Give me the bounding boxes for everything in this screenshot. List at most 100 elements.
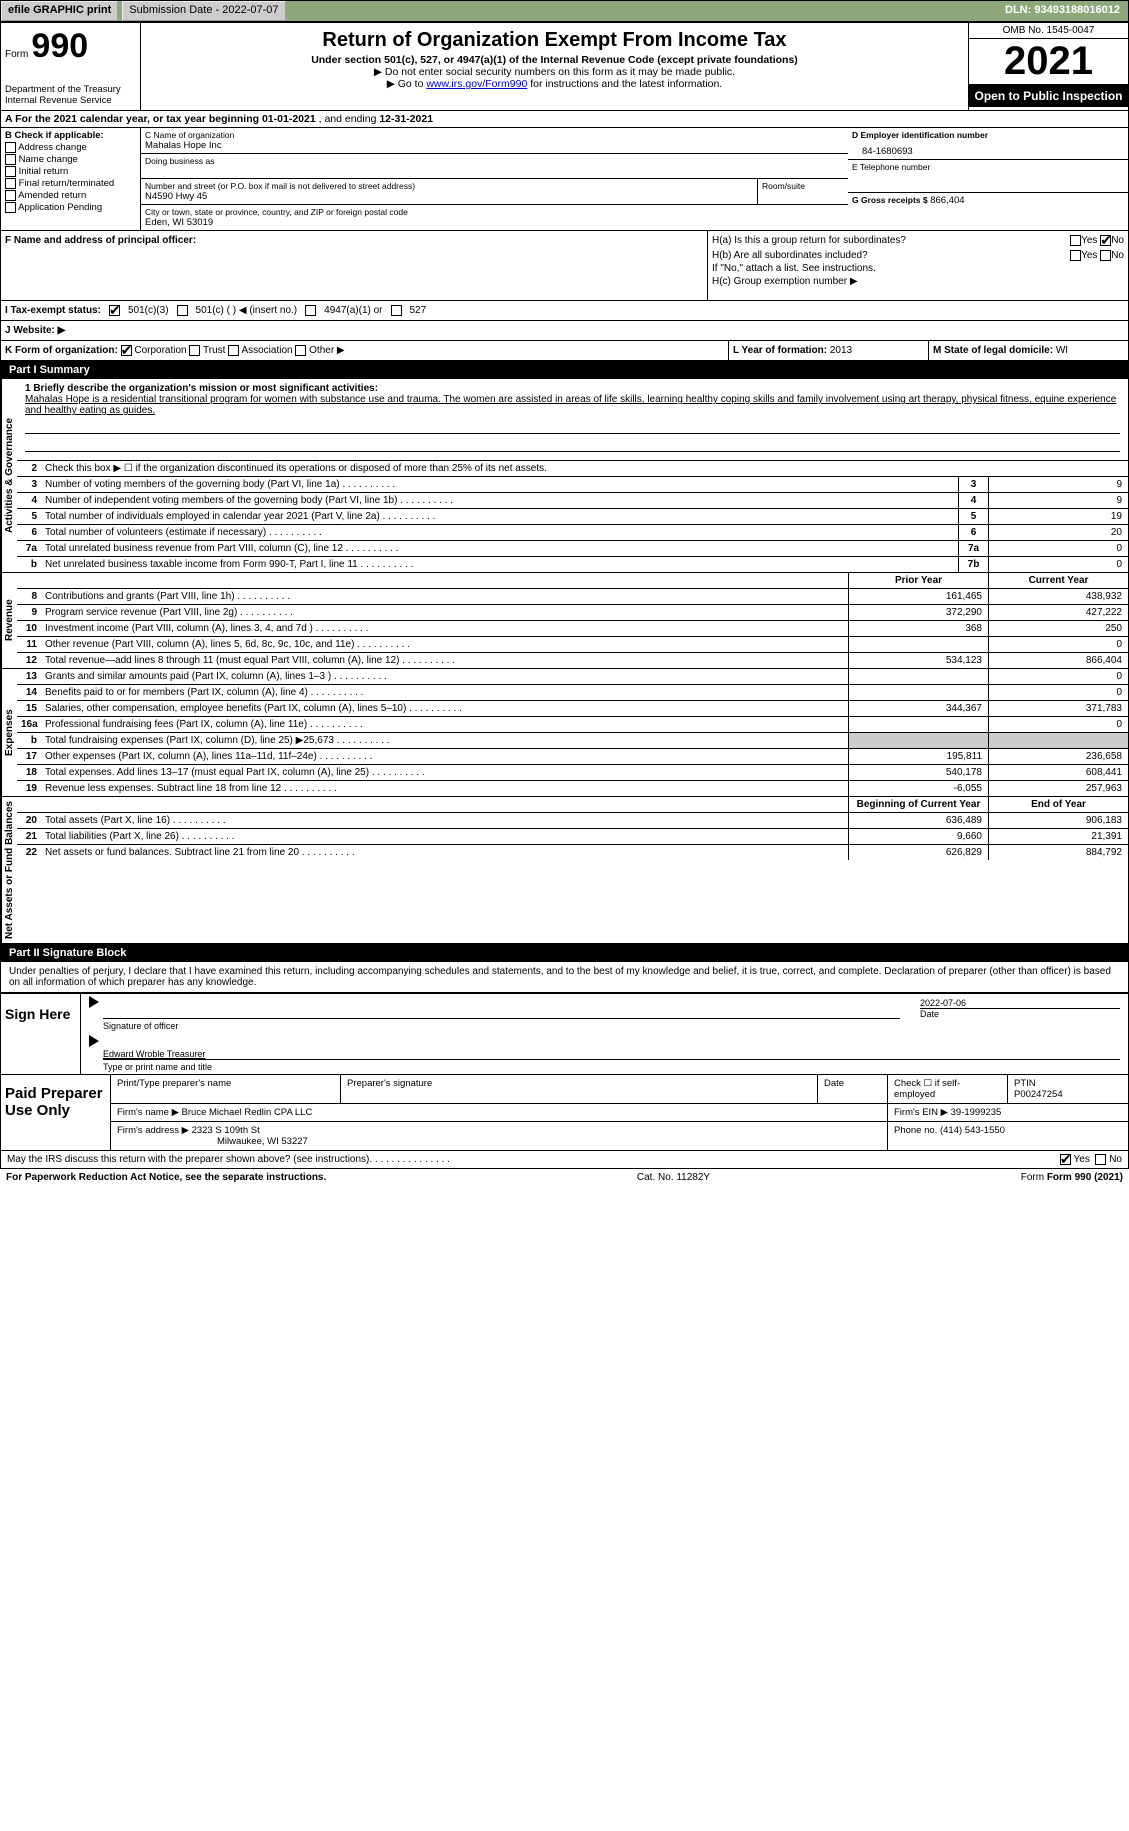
- sidebar-revenue: Revenue: [1, 573, 17, 668]
- gross-receipts: 866,404: [930, 195, 964, 206]
- penalties-text: Under penalties of perjury, I declare th…: [0, 962, 1129, 993]
- section-i: I Tax-exempt status: 501(c)(3) 501(c) ( …: [0, 301, 1129, 321]
- section-j: J Website: ▶: [0, 321, 1129, 341]
- summary-row: 5Total number of individuals employed in…: [17, 509, 1128, 525]
- summary-row: 13Grants and similar amounts paid (Part …: [17, 669, 1128, 685]
- signature-block: Sign Here 2022-07-06 Date Signature of o…: [0, 993, 1129, 1075]
- cb-501c3[interactable]: [109, 305, 120, 316]
- prep-sig-label: Preparer's signature: [341, 1075, 818, 1103]
- summary-row: 4Number of independent voting members of…: [17, 493, 1128, 509]
- cb-name-change[interactable]: [5, 154, 16, 165]
- summary-row: 18Total expenses. Add lines 13–17 (must …: [17, 765, 1128, 781]
- summary-row: 3Number of voting members of the governi…: [17, 477, 1128, 493]
- firm-phone: (414) 543-1550: [940, 1125, 1005, 1136]
- k-label: K Form of organization:: [5, 345, 118, 356]
- hb-yes[interactable]: [1070, 250, 1081, 261]
- cb-assoc[interactable]: [228, 345, 239, 356]
- i-label: I Tax-exempt status:: [5, 305, 101, 316]
- col-begin-year: Beginning of Current Year: [848, 797, 988, 812]
- q2-label: Check this box ▶ ☐ if the organization d…: [41, 461, 1128, 476]
- hb-note: If "No," attach a list. See instructions…: [712, 263, 1124, 274]
- room-label: Room/suite: [762, 181, 844, 191]
- part-ii-header: Part II Signature Block: [0, 944, 1129, 962]
- period-row: A For the 2021 calendar year, or tax yea…: [0, 111, 1129, 128]
- cb-527[interactable]: [391, 305, 402, 316]
- cb-corp[interactable]: [121, 345, 132, 356]
- summary-row: 14Benefits paid to or for members (Part …: [17, 685, 1128, 701]
- efile-print-button[interactable]: efile GRAPHIC print: [1, 1, 118, 21]
- tax-year: 2021: [969, 39, 1128, 85]
- cb-trust[interactable]: [189, 345, 200, 356]
- summary-row: 21Total liabilities (Part X, line 26)9,6…: [17, 829, 1128, 845]
- summary-row: 7aTotal unrelated business revenue from …: [17, 541, 1128, 557]
- officer-signature-field[interactable]: [103, 996, 900, 1019]
- summary-row: 22Net assets or fund balances. Subtract …: [17, 845, 1128, 860]
- ptin: P00247254: [1014, 1089, 1063, 1100]
- b-label: B Check if applicable:: [5, 130, 136, 141]
- summary-row: bTotal fundraising expenses (Part IX, co…: [17, 733, 1128, 749]
- discuss-yes[interactable]: [1060, 1154, 1071, 1165]
- cb-initial-return[interactable]: [5, 166, 16, 177]
- officer-name: Edward Wroble Treasurer: [103, 1049, 205, 1059]
- irs: Internal Revenue Service: [5, 95, 136, 106]
- discuss-no[interactable]: [1095, 1154, 1106, 1165]
- hc-label: H(c) Group exemption number ▶: [712, 276, 1124, 287]
- paid-preparer-block: Paid Preparer Use Only Print/Type prepar…: [0, 1075, 1129, 1151]
- summary-row: 16aProfessional fundraising fees (Part I…: [17, 717, 1128, 733]
- summary-revenue: Revenue Prior Year Current Year 8Contrib…: [0, 573, 1129, 669]
- col-current-year: Current Year: [988, 573, 1128, 588]
- dba-label: Doing business as: [145, 156, 844, 166]
- summary-row: 15Salaries, other compensation, employee…: [17, 701, 1128, 717]
- firm-address: 2323 S 109th St: [192, 1125, 260, 1136]
- form-number: 990: [31, 27, 88, 65]
- subtitle-1: Under section 501(c), 527, or 4947(a)(1)…: [145, 54, 964, 66]
- part-i-header: Part I Summary: [0, 361, 1129, 379]
- omb-number: OMB No. 1545-0047: [969, 23, 1128, 39]
- q1-label: 1 Briefly describe the organization's mi…: [25, 383, 378, 394]
- summary-row: 8Contributions and grants (Part VIII, li…: [17, 589, 1128, 605]
- cb-app-pending[interactable]: [5, 202, 16, 213]
- cb-amended[interactable]: [5, 190, 16, 201]
- ha-yes[interactable]: [1070, 235, 1081, 246]
- arrow-icon: [89, 1035, 99, 1047]
- sidebar-netassets: Net Assets or Fund Balances: [1, 797, 17, 943]
- summary-netassets: Net Assets or Fund Balances Beginning of…: [0, 797, 1129, 944]
- irs-link[interactable]: www.irs.gov/Form990: [426, 78, 527, 90]
- ein: 84-1680693: [852, 140, 1124, 157]
- org-city: Eden, WI 53019: [145, 217, 844, 228]
- summary-row: 20Total assets (Part X, line 16)636,4899…: [17, 813, 1128, 829]
- addr-label: Number and street (or P.O. box if mail i…: [145, 181, 753, 191]
- pra-notice: For Paperwork Reduction Act Notice, see …: [6, 1172, 326, 1183]
- sign-here-label: Sign Here: [1, 994, 81, 1074]
- cb-4947[interactable]: [305, 305, 316, 316]
- section-klm: K Form of organization: Corporation Trus…: [0, 341, 1129, 361]
- form-header: Form 990 Department of the Treasury Inte…: [0, 22, 1129, 111]
- cat-no: Cat. No. 11282Y: [637, 1172, 710, 1183]
- l-label: L Year of formation:: [733, 345, 827, 356]
- cb-501c[interactable]: [177, 305, 188, 316]
- summary-governance: Activities & Governance 1 Briefly descri…: [0, 379, 1129, 573]
- discuss-row: May the IRS discuss this return with the…: [0, 1151, 1129, 1169]
- m-label: M State of legal domicile:: [933, 345, 1053, 356]
- prep-name-label: Print/Type preparer's name: [111, 1075, 341, 1103]
- hb-label: H(b) Are all subordinates included?: [712, 250, 868, 261]
- cb-final-return[interactable]: [5, 178, 16, 189]
- footer: For Paperwork Reduction Act Notice, see …: [0, 1169, 1129, 1186]
- e-label: E Telephone number: [852, 162, 1124, 172]
- section-fh: F Name and address of principal officer:…: [0, 231, 1129, 301]
- top-bar: efile GRAPHIC print Submission Date - 20…: [0, 0, 1129, 22]
- d-label: D Employer identification number: [852, 130, 1124, 140]
- j-label: J Website: ▶: [5, 325, 65, 336]
- c-name-label: C Name of organization: [145, 130, 844, 140]
- f-label: F Name and address of principal officer:: [5, 235, 196, 246]
- col-prior-year: Prior Year: [848, 573, 988, 588]
- hb-no[interactable]: [1100, 250, 1111, 261]
- cb-address-change[interactable]: [5, 142, 16, 153]
- open-to-public: Open to Public Inspection: [969, 85, 1128, 107]
- cb-other[interactable]: [295, 345, 306, 356]
- org-name: Mahalas Hope Inc: [145, 140, 844, 151]
- summary-row: bNet unrelated business taxable income f…: [17, 557, 1128, 572]
- summary-row: 17Other expenses (Part IX, column (A), l…: [17, 749, 1128, 765]
- ha-no[interactable]: [1100, 235, 1111, 246]
- state-domicile: WI: [1056, 345, 1068, 356]
